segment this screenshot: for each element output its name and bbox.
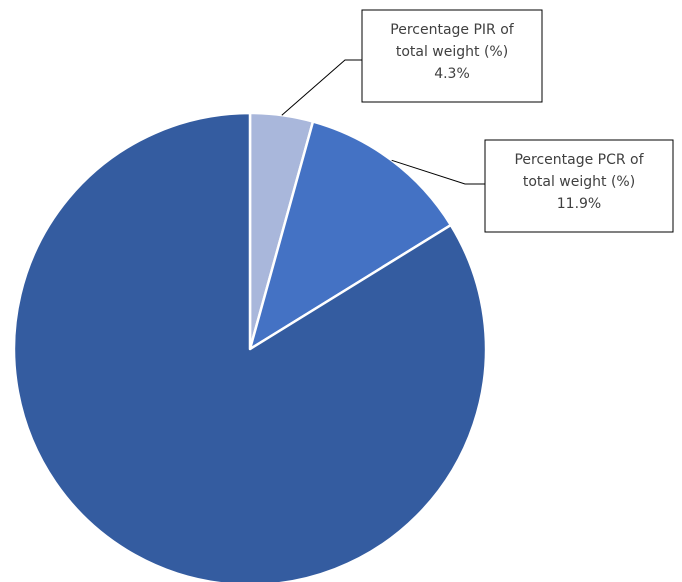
pie-slices	[12, 111, 488, 582]
callout-box	[361, 9, 543, 103]
callout-1: Percentage PIR of total weight (%) 4.3%	[281, 9, 543, 116]
callout-box	[484, 139, 674, 233]
callout-leader-line	[391, 159, 485, 185]
callout-value-label: 11.9%	[557, 196, 601, 212]
callout-label-line: total weight (%)	[523, 174, 635, 190]
pie-slice-2	[248, 120, 453, 351]
callout-2: Percentage PCR of total weight (%) 11.9%	[391, 139, 674, 233]
callout-label-line: Percentage PIR of	[390, 22, 515, 38]
callout-value-label: 4.3%	[434, 66, 470, 82]
pie-slice-3	[12, 111, 488, 582]
callout-label-line: total weight (%)	[396, 44, 508, 60]
callout-leader-line	[281, 59, 362, 116]
callout-label-line: Percentage PCR of	[514, 152, 644, 168]
